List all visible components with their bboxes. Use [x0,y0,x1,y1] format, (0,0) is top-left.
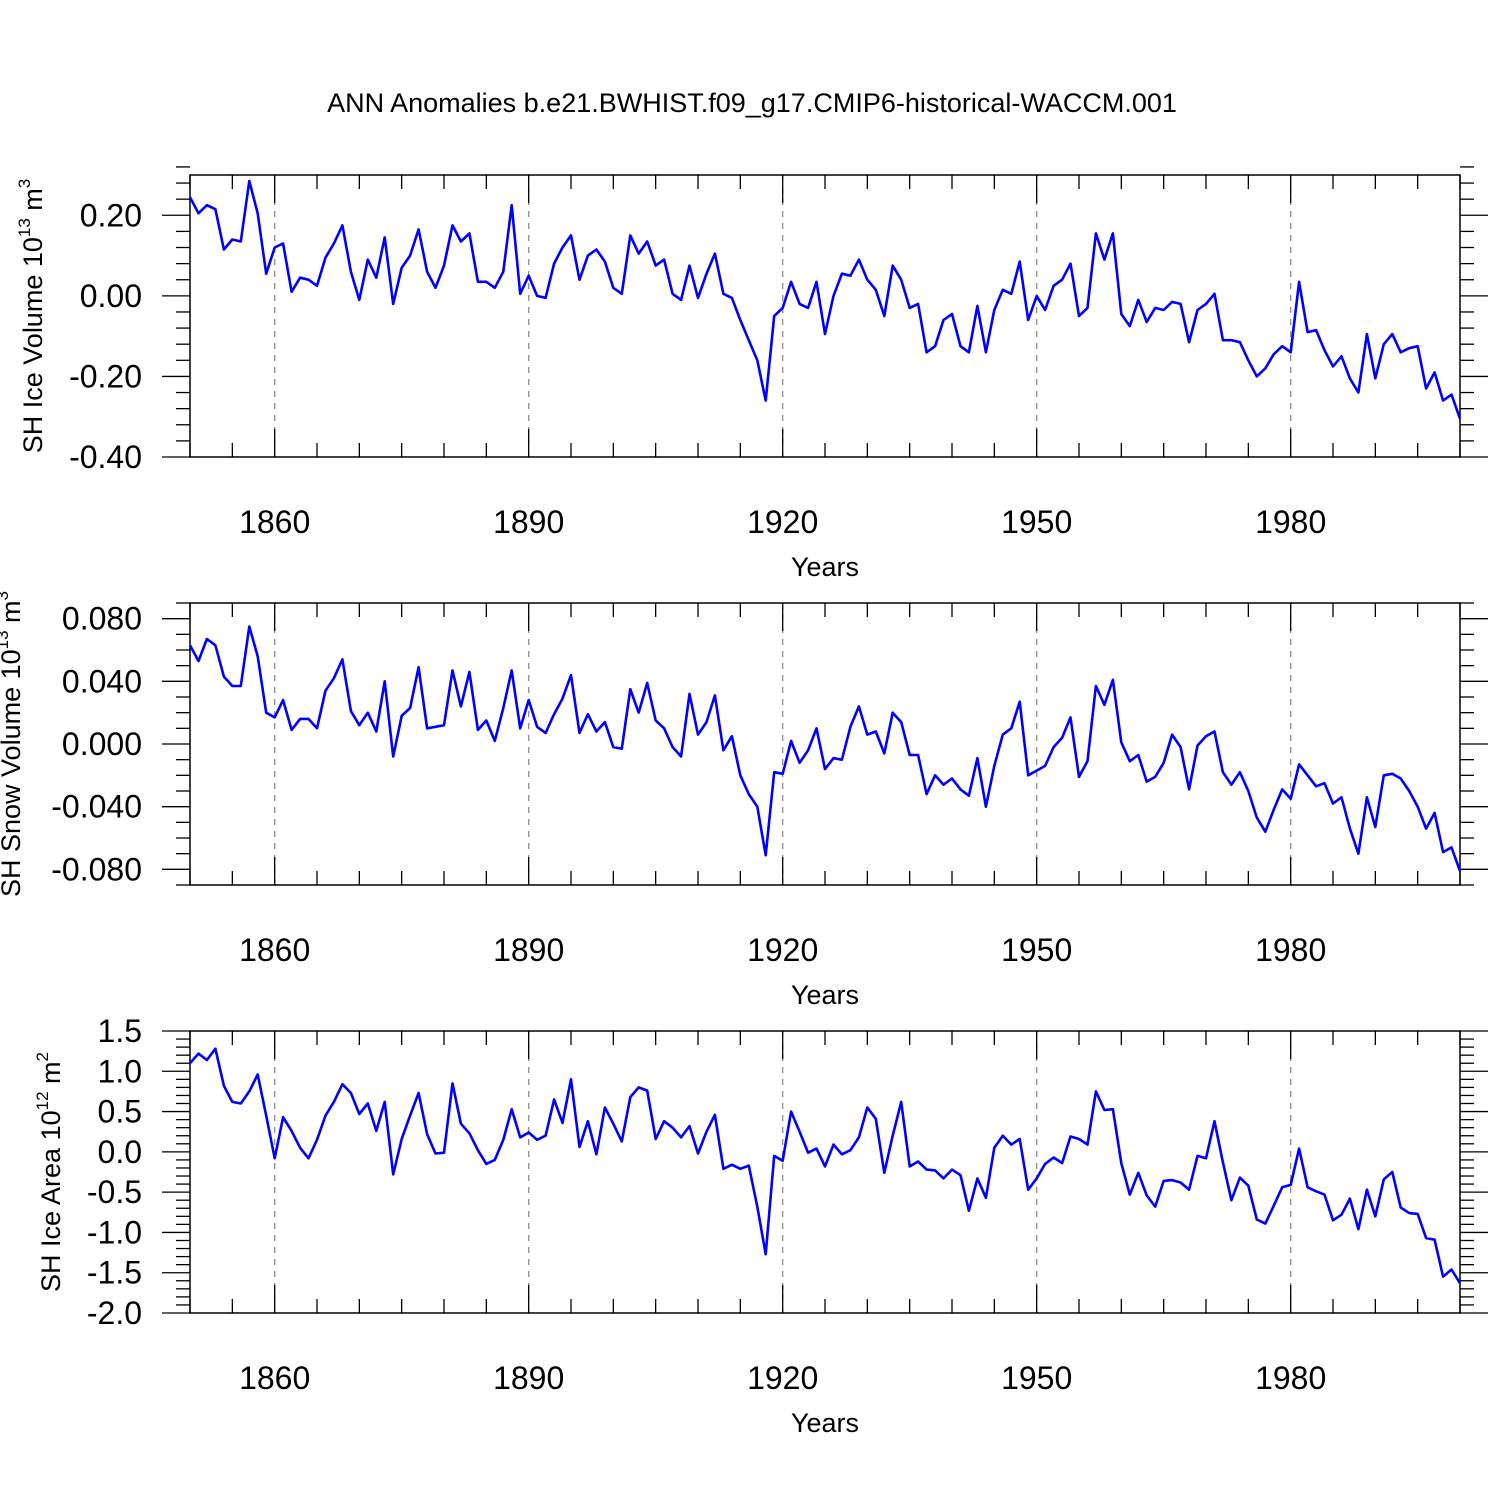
x-tick-label: 1890 [493,504,564,540]
panel-ice-area: -2.0 -1.5 -1.0 -0.5 0.0 0.5 1.0 1.5 1860 1890 1920… [33,1013,1488,1438]
plot-frame [189,174,1461,458]
series-line [188,179,1462,420]
y-tick-label: -0.5 [87,1174,142,1210]
plot-frame [189,602,1461,886]
y-axis-label: SH Ice Area 1012 m2 [33,1052,66,1292]
y-tick-label: -0.080 [51,851,142,887]
panels: -0.40 -0.20 0.00 0.20 1860 1890 1920 1950 1980 Ye… [0,166,1488,1438]
x-tick-label: 1920 [747,504,818,540]
y-axis-label-exponent: 3 [0,591,12,600]
figure-title: ANN Anomalies b.e21.BWHIST.f09_g17.CMIP6… [327,88,1177,118]
y-axis-label-exponent: 13 [15,218,34,237]
y-axis-label-text: SH Snow Volume 10 [0,649,26,897]
x-tick-label: 1980 [1255,1360,1326,1396]
x-tick-label: 1860 [239,1360,310,1396]
x-tick-label: 1950 [1001,504,1072,540]
y-tick-label: -0.40 [69,439,142,475]
y-tick-label: 0.20 [80,197,142,233]
y-tick-label: -2.0 [87,1295,142,1331]
y-axis-label-exponent: 13 [0,630,12,649]
x-axis-label: Years [791,980,859,1010]
y-axis-label-text: m [0,600,26,630]
y-axis-label-text: SH Ice Volume 10 [18,237,48,453]
y-axis-label-exponent: 2 [33,1052,52,1061]
y-axis-label-text: m [36,1061,66,1091]
y-axis-label: SH Snow Volume 1013 m3 [0,591,26,897]
y-tick-label: 0.00 [80,278,142,314]
x-tick-label: 1860 [239,504,310,540]
x-tick-label: 1980 [1255,932,1326,968]
y-tick-label: 0.000 [62,726,142,762]
panel-ice-volume: -0.40 -0.20 0.00 0.20 1860 1890 1920 1950 1980 Ye… [15,166,1488,582]
y-tick-label: 1.0 [98,1053,142,1089]
y-axis-label: SH Ice Volume 1013 m3 [15,179,48,454]
x-tick-label: 1950 [1001,932,1072,968]
x-tick-label: 1890 [493,1360,564,1396]
panel-snow-volume: -0.080 -0.040 0.000 0.040 0.080 1860 1890 1920 1… [0,591,1488,1010]
y-tick-label: -1.0 [87,1214,142,1250]
y-tick-label: -0.040 [51,789,142,825]
y-tick-label: 1.5 [98,1013,142,1049]
x-tick-label: 1860 [239,932,310,968]
y-tick-label: -1.5 [87,1255,142,1291]
y-axis-label-exponent: 3 [15,179,34,188]
y-axis-label-text: m [18,188,48,218]
y-tick-label: 0.5 [98,1094,142,1130]
y-axis-label-text: SH Ice Area 10 [36,1110,66,1292]
x-tick-label: 1920 [747,1360,818,1396]
x-tick-label: 1890 [493,932,564,968]
x-axis-label: Years [791,552,859,582]
y-tick-label: -0.20 [69,358,142,394]
series-line [188,625,1462,872]
y-tick-label: 0.040 [62,663,142,699]
y-axis-label-exponent: 12 [33,1091,52,1110]
x-tick-label: 1920 [747,932,818,968]
x-tick-label: 1980 [1255,504,1326,540]
y-tick-label: 0.080 [62,601,142,637]
series-line [189,1047,1462,1284]
y-tick-label: 0.0 [98,1134,142,1170]
x-axis-label: Years [791,1408,859,1438]
x-tick-label: 1950 [1001,1360,1072,1396]
plot-frame [189,1030,1461,1314]
